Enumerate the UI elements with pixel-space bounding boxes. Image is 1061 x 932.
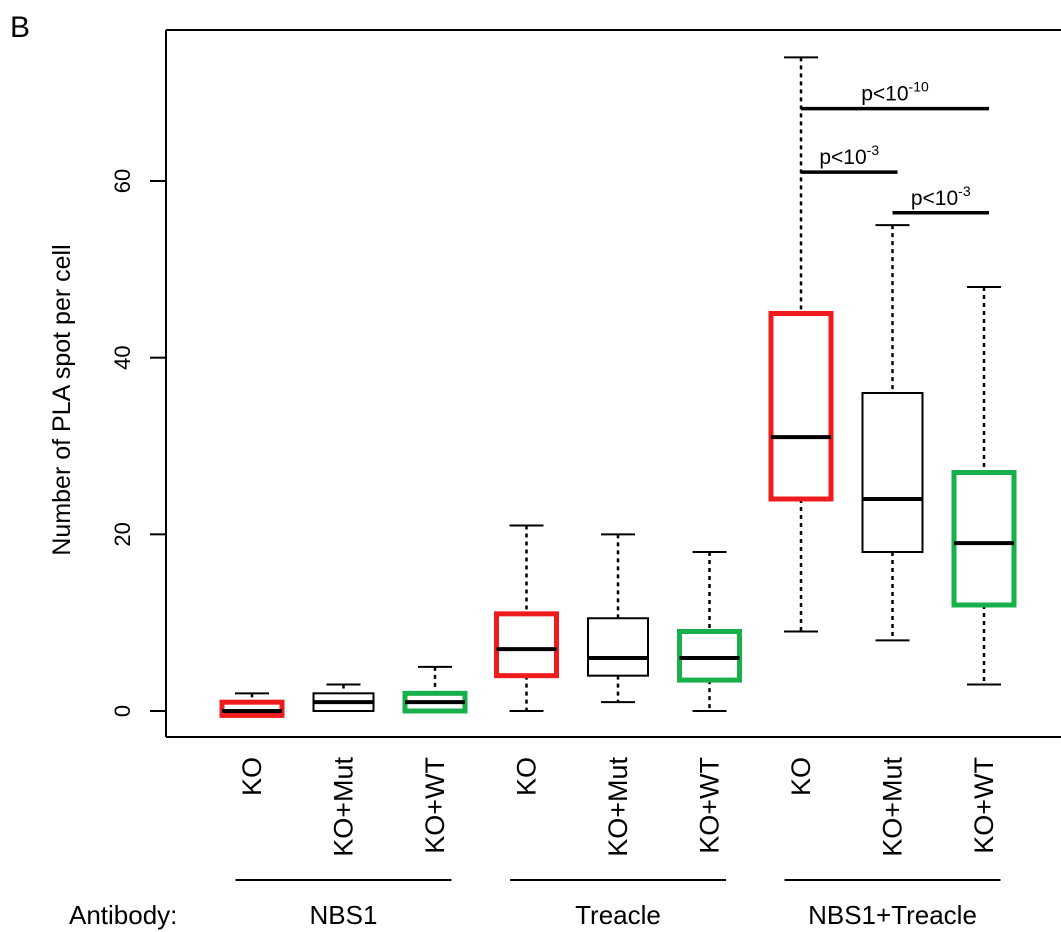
y-tick-label: 60 [110,169,135,193]
p-value-exponent: -3 [867,142,880,158]
box-5 [677,551,742,712]
x-tick-label: KO [786,757,816,796]
box-3 [494,524,559,712]
y-tick-label: 40 [110,345,135,369]
box-6 [768,56,834,633]
p-value-text: p<10 [819,146,866,169]
significance-label: p<10-10 [861,79,929,106]
p-value-exponent: -3 [958,183,971,199]
x-tick-label: KO+Mut [329,757,359,857]
group-label: NBS1+Treacle [808,900,977,930]
box-iqr [951,470,1017,608]
box-0 [219,692,285,718]
x-tick-label: KO+Mut [878,757,908,857]
significance-label: p<10-3 [819,142,879,169]
y-axis-label: Number of PLA spot per cell [48,244,76,555]
x-tick-label: KO [512,757,542,796]
box-iqr [768,311,834,502]
significance-annotations: p<10-10p<10-3p<10-3 [801,79,989,215]
p-value-text: p<10 [861,83,908,106]
box-2 [402,665,468,714]
box-iqr [587,617,649,677]
box-8 [951,286,1017,686]
x-tick-label: KO+WT [969,757,999,854]
boxes [219,56,1017,718]
box-iqr [861,392,924,553]
box-iqr [677,629,742,683]
x-tick-label: KO+WT [420,757,450,854]
group-label: Treacle [575,900,661,930]
antibody-label: Antibody: [69,900,177,930]
y-tick-label: 0 [110,705,135,717]
box-iqr [494,611,559,679]
y-tick-label: 20 [110,522,135,546]
group-label: NBS1 [310,900,378,930]
significance-label: p<10-3 [911,183,971,210]
box-1 [312,683,375,712]
panel-label: B [10,11,30,44]
x-axis-labels: KO KO+Mut KO+WT KO KO+Mut KO+WT KO KO+Mut KO+WT [237,757,999,857]
plot-frame [165,29,1061,738]
p-value-exponent: -10 [909,79,929,95]
p-value-text: p<10 [911,187,958,210]
y-axis: 0 20 40 60 [110,169,166,717]
box-4 [587,533,649,704]
x-tick-label: KO+Mut [603,757,633,857]
box-iqr [219,699,285,718]
x-tick-label: KO [237,757,267,796]
antibody-groups: Antibody: NBS1 Treacle NBS1+Treacle [69,879,1001,930]
box-7 [861,224,924,642]
x-tick-label: KO+WT [695,757,725,854]
